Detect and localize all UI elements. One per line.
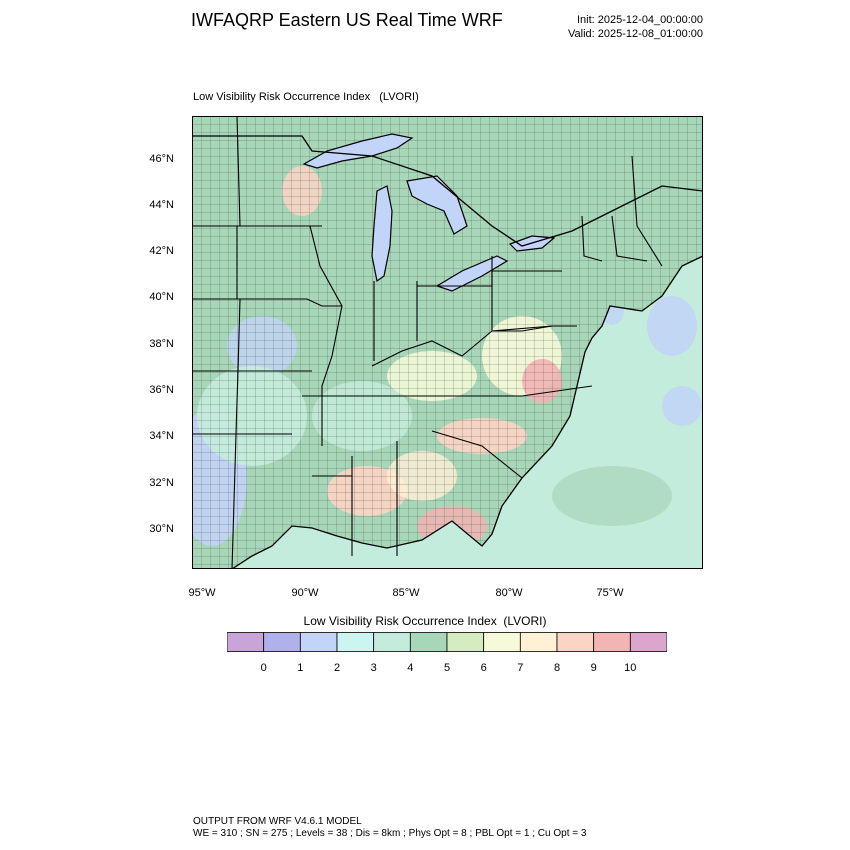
lake-huron xyxy=(406,175,468,235)
colorbar-title: Low Visibility Risk Occurrence Index (LV… xyxy=(303,614,547,628)
colorbar-swatch xyxy=(483,632,521,652)
coastline xyxy=(231,255,703,569)
lake-erie xyxy=(435,255,509,292)
lon-label-80: 80°W xyxy=(495,587,523,599)
colorbar-tick-label: 3 xyxy=(370,662,377,674)
ocean-patch xyxy=(552,466,672,526)
colorbar-tick-label: 5 xyxy=(443,662,451,674)
lat-label-36: 36°N xyxy=(149,384,174,396)
lat-label-30: 30°N xyxy=(149,523,174,535)
lake-superior xyxy=(302,133,414,169)
colorbar-tick-label: 9 xyxy=(590,662,597,674)
colorbar-swatch xyxy=(519,632,558,652)
canada-border xyxy=(192,135,703,247)
lat-label-44: 44°N xyxy=(149,199,174,211)
great-lakes xyxy=(302,133,556,292)
colorbar-tick-label: 10 xyxy=(624,662,637,674)
state-borders xyxy=(192,116,663,569)
lat-label-46: 46°N xyxy=(149,153,174,165)
colorbar-swatch xyxy=(263,632,301,652)
lat-label-38: 38°N xyxy=(149,338,174,350)
colorbar-swatch xyxy=(409,632,448,652)
lat-label-40: 40°N xyxy=(149,291,174,303)
lon-label-95: 95°W xyxy=(188,587,216,599)
colorbar-swatch xyxy=(336,632,375,652)
lon-label-85: 85°W xyxy=(392,587,420,599)
lon-label-90: 90°W xyxy=(291,587,319,599)
colorbar-tick-label: 1 xyxy=(297,662,304,674)
valid-time: Valid: 2025-12-08_01:00:00 xyxy=(568,28,703,40)
colorbar-swatch xyxy=(373,632,411,652)
colorbar xyxy=(227,632,667,652)
lat-label-42: 42°N xyxy=(149,245,174,257)
plot-title: IWFAQRP Eastern US Real Time WRF xyxy=(191,10,503,30)
ocean-patch xyxy=(662,386,702,426)
lat-label-34: 34°N xyxy=(149,430,174,442)
lake-michigan xyxy=(371,185,393,283)
colorbar-tick-label: 7 xyxy=(517,662,524,674)
colorbar-tick-label: 6 xyxy=(480,662,487,674)
footer-model: OUTPUT FROM WRF V4.6.1 MODEL xyxy=(193,816,362,827)
map-subtitle: Low Visibility Risk Occurrence Index (LV… xyxy=(193,91,419,103)
colorbar-swatch xyxy=(227,632,265,652)
ocean-patch xyxy=(647,296,697,356)
init-time: Init: 2025-12-04_00:00:00 xyxy=(577,14,703,26)
colorbar-tick-label: 2 xyxy=(333,662,341,674)
map-frame xyxy=(192,116,703,569)
colorbar-swatch xyxy=(629,632,667,652)
lat-label-32: 32°N xyxy=(149,477,174,489)
colorbar-swatch xyxy=(446,632,485,652)
colorbar-swatch xyxy=(593,632,631,652)
colorbar-swatch xyxy=(299,632,338,652)
colorbar-tick-label: 4 xyxy=(407,662,414,674)
colorbar-swatch xyxy=(556,632,595,652)
lvori-map xyxy=(192,116,703,569)
footer-config: WE = 310 ; SN = 275 ; Levels = 38 ; Dis … xyxy=(193,828,587,839)
colorbar-tick-label: 0 xyxy=(260,662,267,674)
lon-label-75: 75°W xyxy=(596,587,624,599)
colorbar-tick-label: 8 xyxy=(553,662,561,674)
